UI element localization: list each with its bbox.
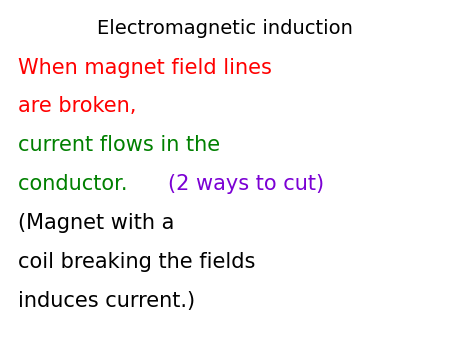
- Text: induces current.): induces current.): [18, 291, 195, 311]
- Text: When magnet field lines: When magnet field lines: [18, 57, 272, 78]
- Text: Electromagnetic induction: Electromagnetic induction: [97, 19, 353, 38]
- Text: coil breaking the fields: coil breaking the fields: [18, 252, 256, 272]
- Text: (2 ways to cut): (2 ways to cut): [168, 174, 324, 194]
- Text: conductor.: conductor.: [18, 174, 134, 194]
- Text: current flows in the: current flows in the: [18, 135, 220, 155]
- Text: are broken,: are broken,: [18, 96, 136, 117]
- Text: (Magnet with a: (Magnet with a: [18, 213, 175, 233]
